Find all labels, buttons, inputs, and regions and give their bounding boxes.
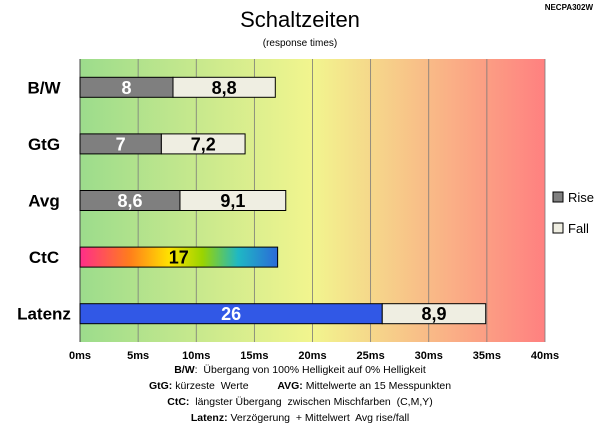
bar-rise-label: 7 — [116, 134, 126, 154]
footnote-text: GtG: — [149, 380, 172, 392]
model-code: NECPA302W — [545, 3, 594, 12]
bar-fall-label: 7,2 — [191, 134, 216, 154]
category-label: Avg — [28, 192, 60, 211]
category-label: CtC — [29, 248, 59, 267]
bar-rise-label: 26 — [221, 304, 241, 324]
x-tick-label: 20ms — [298, 350, 326, 362]
bar-fall-label: 8,9 — [421, 304, 446, 324]
bar-fall-label: 8,8 — [212, 78, 237, 98]
footnote-text: : Übergang von 100% Helligkeit auf 0% He… — [195, 364, 426, 376]
x-tick-label: 5ms — [127, 350, 149, 362]
footnote-text: CtC: — [167, 396, 189, 408]
footnote-line: B/W: Übergang von 100% Helligkeit auf 0%… — [174, 364, 426, 376]
footnote-text: kürzeste Werte — [172, 380, 248, 392]
legend: Rise Fall — [552, 190, 594, 236]
x-tick-label: 10ms — [182, 350, 210, 362]
footnote-line: Latenz: Verzögerung + Mittelwert Avg ris… — [191, 412, 409, 424]
x-tick-label: 30ms — [415, 350, 443, 362]
bar-rise-label: 8 — [121, 78, 131, 98]
bar-fall-label: 9,1 — [220, 191, 245, 211]
bars: 8 8,8 7 7,2 8,6 9,1 17 26 8,9 — [79, 76, 487, 325]
bar-fall — [172, 76, 276, 98]
footnote-text: Mittelwerte an 15 Messpunkten — [303, 380, 451, 392]
footnote-text: Verzögerung + Mittelwert Avg rise/fall — [228, 412, 410, 424]
legend-swatch-rise — [552, 191, 564, 203]
legend-label-fall: Fall — [568, 221, 589, 236]
footnotes: B/W: Übergang von 100% Helligkeit auf 0%… — [149, 364, 451, 424]
chart-title: Schaltzeiten — [240, 7, 360, 32]
x-tick-label: 40ms — [531, 350, 559, 362]
footnote-line: CtC: längster Übergang zwischen Mischfar… — [167, 396, 433, 408]
category-label: Latenz — [17, 305, 71, 324]
footnote-text: B/W — [174, 364, 195, 376]
bar-rise — [79, 246, 279, 268]
bar-fall — [179, 190, 287, 211]
category-label: B/W — [27, 78, 61, 97]
x-tick-label: 35ms — [473, 350, 501, 362]
legend-label-rise: Rise — [568, 190, 594, 205]
x-tick-label: 15ms — [240, 350, 268, 362]
x-tick-labels: 0ms 5ms 10ms 15ms 20ms 25ms 30ms 35ms 40ms — [69, 350, 559, 362]
bar-fall — [381, 303, 487, 325]
bar-fall — [160, 133, 246, 155]
legend-swatch-fall — [552, 222, 564, 234]
chart-subtitle: (response times) — [263, 38, 337, 49]
bar-rise-label: 8,6 — [117, 191, 142, 211]
footnote-text: längster Übergang zwischen Mischfarben (… — [189, 396, 432, 408]
footnote-text: AVG: — [249, 380, 303, 392]
bar-rise-label: 17 — [169, 248, 189, 268]
category-labels: B/W GtG Avg CtC Latenz — [17, 78, 71, 323]
category-label: GtG — [28, 135, 60, 154]
footnote-text: Latenz: — [191, 412, 228, 424]
x-tick-label: 25ms — [357, 350, 385, 362]
x-tick-label: 0ms — [69, 350, 91, 362]
footnote-line: GtG: kürzeste Werte AVG: Mittelwerte an … — [149, 380, 451, 392]
